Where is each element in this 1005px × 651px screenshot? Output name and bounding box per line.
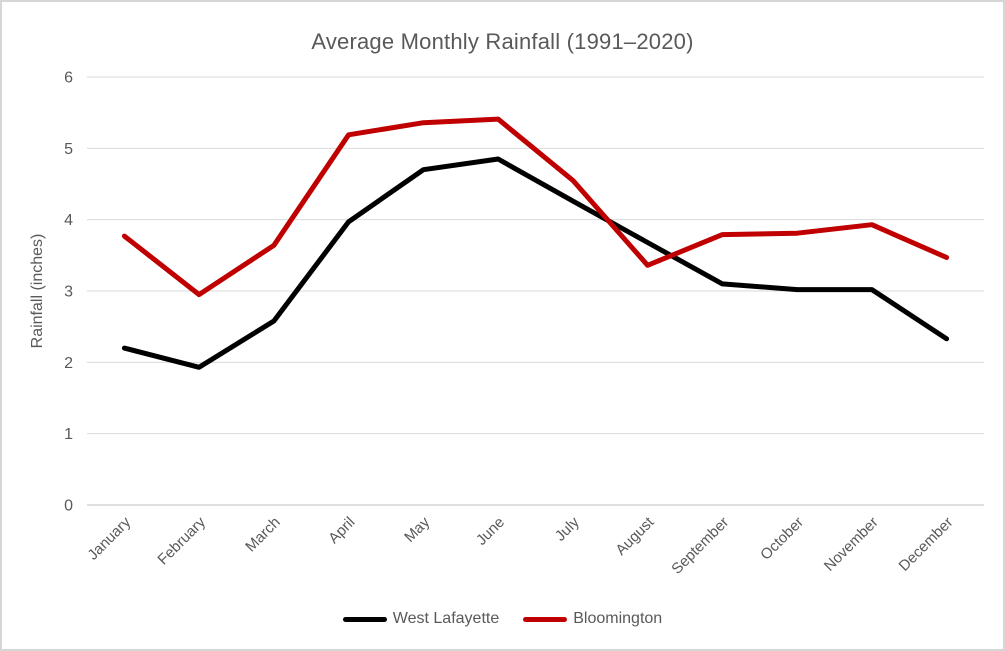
x-tick-label-november: November	[821, 514, 882, 575]
y-tick-label-6: 6	[64, 70, 73, 87]
plot-area: 0 1 2 3 4 5 6 January February March April May June J…	[29, 70, 984, 578]
x-tick-label-december: December	[895, 514, 956, 575]
y-tick-label-0: 0	[64, 498, 73, 515]
legend-swatch-bloomington	[523, 616, 568, 622]
x-tick-label-october: October	[757, 514, 807, 564]
legend-swatch-west-lafayette	[342, 616, 387, 622]
y-tick-label-2: 2	[64, 355, 73, 372]
legend-item-bloomington: Bloomington	[523, 610, 662, 628]
legend-label-west-lafayette: West Lafayette	[392, 610, 500, 627]
y-tick-label-5: 5	[64, 141, 73, 158]
series-line-bloomington	[121, 116, 950, 298]
legend: West Lafayette Bloomington	[2, 610, 1003, 628]
x-tick-label-june: June	[473, 514, 508, 549]
x-tick-label-july: July	[552, 513, 583, 544]
x-tick-label-january: January	[84, 513, 134, 563]
y-tick-label-1: 1	[64, 426, 73, 443]
x-tick-label-may: May	[401, 513, 433, 545]
y-axis-title: Rainfall (inches)	[29, 234, 46, 349]
x-tick-label-august: August	[612, 513, 658, 559]
series-line-west-lafayette	[121, 156, 950, 370]
x-tick-label-february: February	[154, 513, 209, 568]
legend-label-bloomington: Bloomington	[573, 610, 663, 627]
y-tick-label-4: 4	[64, 212, 73, 229]
chart-title: Average Monthly Rainfall (1991–2020)	[311, 29, 694, 54]
legend-item-west-lafayette: West Lafayette	[342, 610, 500, 628]
x-tick-label-april: April	[325, 514, 358, 547]
x-tick-label-march: March	[242, 514, 283, 555]
y-tick-label-3: 3	[64, 284, 73, 301]
x-tick-label-september: September	[668, 514, 732, 578]
